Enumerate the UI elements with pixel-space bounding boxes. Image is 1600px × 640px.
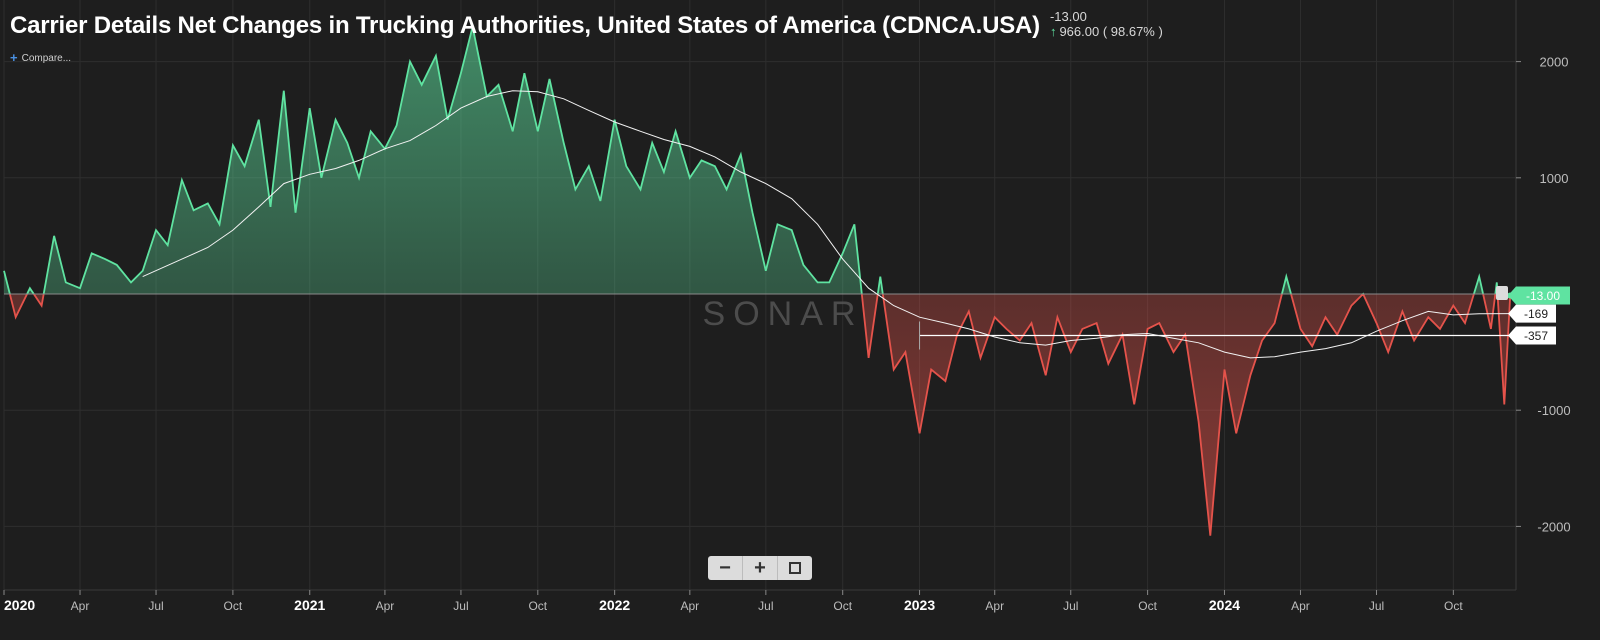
x-tick-label: 2021 xyxy=(294,597,325,613)
y-tick-label: 1000 xyxy=(1540,171,1569,186)
x-tick-label: 2023 xyxy=(904,597,935,613)
fullscreen-button[interactable] xyxy=(778,556,812,580)
series-line-negative xyxy=(8,294,1512,536)
x-tick-label: Jul xyxy=(453,599,468,613)
zoom-in-button[interactable]: + xyxy=(743,556,778,580)
x-tick-label: 2020 xyxy=(4,597,35,613)
x-tick-label: Apr xyxy=(1291,599,1310,613)
compare-button[interactable]: + Compare... xyxy=(10,50,71,65)
x-tick-label: Oct xyxy=(1138,599,1157,613)
x-tick-label: Apr xyxy=(376,599,395,613)
x-tick-label: 2024 xyxy=(1209,597,1240,613)
x-tick-label: Apr xyxy=(680,599,699,613)
x-tick-label: Oct xyxy=(528,599,547,613)
y-tick-label: -1000 xyxy=(1537,403,1570,418)
value-label-box xyxy=(1508,304,1556,323)
value-label: -357 xyxy=(1524,329,1548,343)
value-label: -169 xyxy=(1524,307,1548,321)
price-stats: -13.00 ↑ 966.00 ( 98.67% ) xyxy=(1050,10,1163,40)
plus-icon: + xyxy=(10,50,18,65)
x-tick-label: Oct xyxy=(833,599,852,613)
series-line-positive xyxy=(3,26,1499,294)
change-text: 966.00 ( 98.67% ) xyxy=(1059,24,1163,39)
compare-label: Compare... xyxy=(21,53,72,64)
x-tick-label: Apr xyxy=(71,599,90,613)
zoom-controls: − + xyxy=(708,556,812,580)
negative-area xyxy=(4,294,1511,536)
positive-area xyxy=(4,26,1511,294)
x-tick-label: Oct xyxy=(224,599,243,613)
x-tick-label: Apr xyxy=(985,599,1004,613)
watermark: SONAR xyxy=(703,295,864,333)
crosshair-handle xyxy=(1496,286,1508,300)
chart-header: Carrier Details Net Changes in Trucking … xyxy=(10,10,1163,40)
arrow-up-icon: ↑ xyxy=(1049,24,1057,39)
zoom-out-button[interactable]: − xyxy=(708,556,743,580)
last-value: -13.00 xyxy=(1049,9,1087,24)
x-tick-label: Jul xyxy=(148,599,163,613)
x-tick-label: Jul xyxy=(1369,599,1384,613)
x-tick-label: 2022 xyxy=(599,597,630,613)
moving-average-line xyxy=(142,90,1511,359)
last-point xyxy=(1507,292,1514,299)
x-tick-label: Jul xyxy=(1063,599,1078,613)
value-label-box xyxy=(1508,326,1556,345)
x-tick-label: Jul xyxy=(758,599,773,613)
y-tick-label: -2000 xyxy=(1537,519,1570,534)
value-label: -13.00 xyxy=(1526,289,1560,303)
fullscreen-icon xyxy=(789,562,801,574)
y-tick-label: 2000 xyxy=(1540,55,1569,70)
x-tick-label: Oct xyxy=(1444,599,1463,613)
change-value: ↑ 966.00 ( 98.67% ) xyxy=(1050,24,1163,40)
value-label-box xyxy=(1508,286,1570,305)
chart-title: Carrier Details Net Changes in Trucking … xyxy=(10,12,1040,39)
